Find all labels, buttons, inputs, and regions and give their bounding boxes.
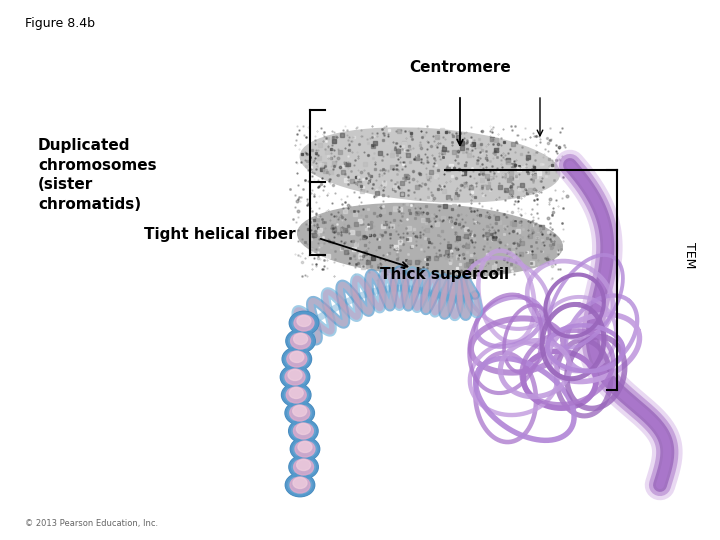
- Ellipse shape: [295, 441, 315, 457]
- Ellipse shape: [287, 387, 306, 403]
- Ellipse shape: [293, 477, 307, 489]
- Ellipse shape: [294, 315, 314, 331]
- Ellipse shape: [297, 423, 310, 435]
- Ellipse shape: [290, 477, 310, 493]
- Ellipse shape: [300, 128, 559, 202]
- Text: © 2013 Pearson Education, Inc.: © 2013 Pearson Education, Inc.: [25, 519, 158, 528]
- Ellipse shape: [293, 406, 307, 416]
- Ellipse shape: [290, 352, 304, 362]
- Ellipse shape: [297, 204, 562, 276]
- Ellipse shape: [291, 333, 310, 349]
- Text: Centromere: Centromere: [409, 60, 511, 76]
- Ellipse shape: [293, 423, 313, 439]
- Ellipse shape: [285, 369, 305, 385]
- Ellipse shape: [291, 438, 319, 460]
- Ellipse shape: [298, 442, 312, 453]
- Ellipse shape: [289, 456, 318, 478]
- Ellipse shape: [288, 369, 302, 381]
- Ellipse shape: [283, 348, 311, 370]
- Ellipse shape: [281, 366, 309, 388]
- Ellipse shape: [286, 402, 314, 424]
- Ellipse shape: [282, 384, 310, 406]
- Ellipse shape: [294, 459, 314, 475]
- Ellipse shape: [289, 405, 310, 421]
- Text: TEM: TEM: [683, 242, 696, 268]
- Ellipse shape: [290, 312, 318, 334]
- Ellipse shape: [297, 315, 311, 327]
- Ellipse shape: [294, 334, 307, 345]
- Ellipse shape: [289, 420, 318, 442]
- Text: Tight helical fiber: Tight helical fiber: [144, 227, 296, 242]
- Ellipse shape: [286, 474, 314, 496]
- Ellipse shape: [287, 330, 315, 352]
- Text: Figure 8.4b: Figure 8.4b: [25, 17, 95, 30]
- Ellipse shape: [289, 388, 303, 399]
- Ellipse shape: [287, 351, 307, 367]
- Text: Thick supercoil: Thick supercoil: [380, 267, 509, 282]
- Ellipse shape: [297, 460, 310, 470]
- Text: Duplicated
chromosomes
(sister
chromatids): Duplicated chromosomes (sister chromatid…: [38, 138, 157, 212]
